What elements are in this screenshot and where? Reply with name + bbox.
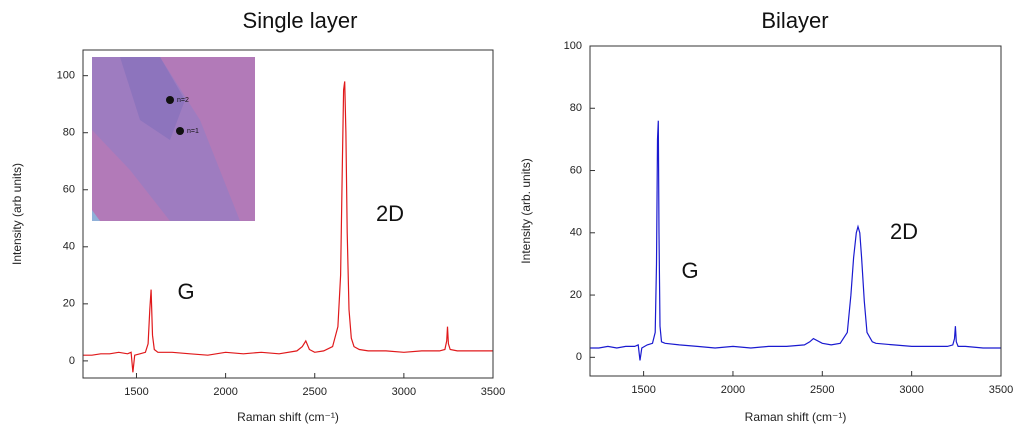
x-tick-label: 1500 (124, 386, 148, 398)
inset-region (120, 57, 185, 140)
plot-frame (589, 45, 1002, 377)
peak-annotation: 2D (890, 219, 918, 244)
inset-corner (92, 210, 100, 221)
y-tick-label: 20 (63, 298, 75, 310)
y-tick-label: 0 (69, 355, 75, 367)
inset-image: n=2 n=1 (92, 57, 255, 221)
peak-annotation: 2D (376, 201, 404, 226)
x-tick-label: 3500 (481, 386, 505, 398)
x-tick-label: 2000 (213, 386, 237, 398)
y-tick-label: 40 (63, 241, 75, 253)
spectrum-line (590, 120, 1001, 361)
x-tick-label: 2000 (721, 384, 745, 396)
x-axis-label: Raman shift (cm⁻¹) (237, 410, 339, 424)
y-tick-label: 40 (570, 227, 582, 239)
y-tick-label: 0 (576, 351, 582, 363)
y-tick-label: 100 (57, 70, 75, 82)
y-tick-label: 60 (63, 184, 75, 196)
peak-annotation: G (681, 258, 698, 283)
inset-dot (166, 96, 174, 104)
y-axis-label: Intensity (arb. units) (519, 158, 533, 263)
y-tick-label: 80 (63, 127, 75, 139)
x-tick-label: 2500 (810, 384, 834, 396)
y-tick-label: 80 (570, 102, 582, 114)
spectrum-line (83, 81, 493, 373)
y-axis-label: Intensity (arb units) (10, 163, 24, 265)
x-tick-label: 3000 (392, 386, 416, 398)
x-tick-label: 3500 (989, 384, 1013, 396)
inset-label: n=1 (187, 128, 199, 135)
inset-dot (176, 127, 184, 135)
x-axis-label: Raman shift (cm⁻¹) (745, 410, 847, 424)
chart-title: Single layer (243, 8, 358, 33)
peak-annotation: G (177, 279, 194, 304)
x-tick-label: 3000 (899, 384, 923, 396)
y-tick-label: 60 (570, 164, 582, 176)
x-tick-label: 2500 (302, 386, 326, 398)
x-tick-label: 1500 (631, 384, 655, 396)
y-tick-label: 100 (564, 40, 582, 52)
y-tick-label: 20 (570, 289, 582, 301)
plot-frame (82, 49, 494, 379)
inset-label: n=2 (177, 97, 189, 104)
chart-title: Bilayer (761, 8, 828, 33)
inset-bilayer-region (92, 57, 240, 221)
